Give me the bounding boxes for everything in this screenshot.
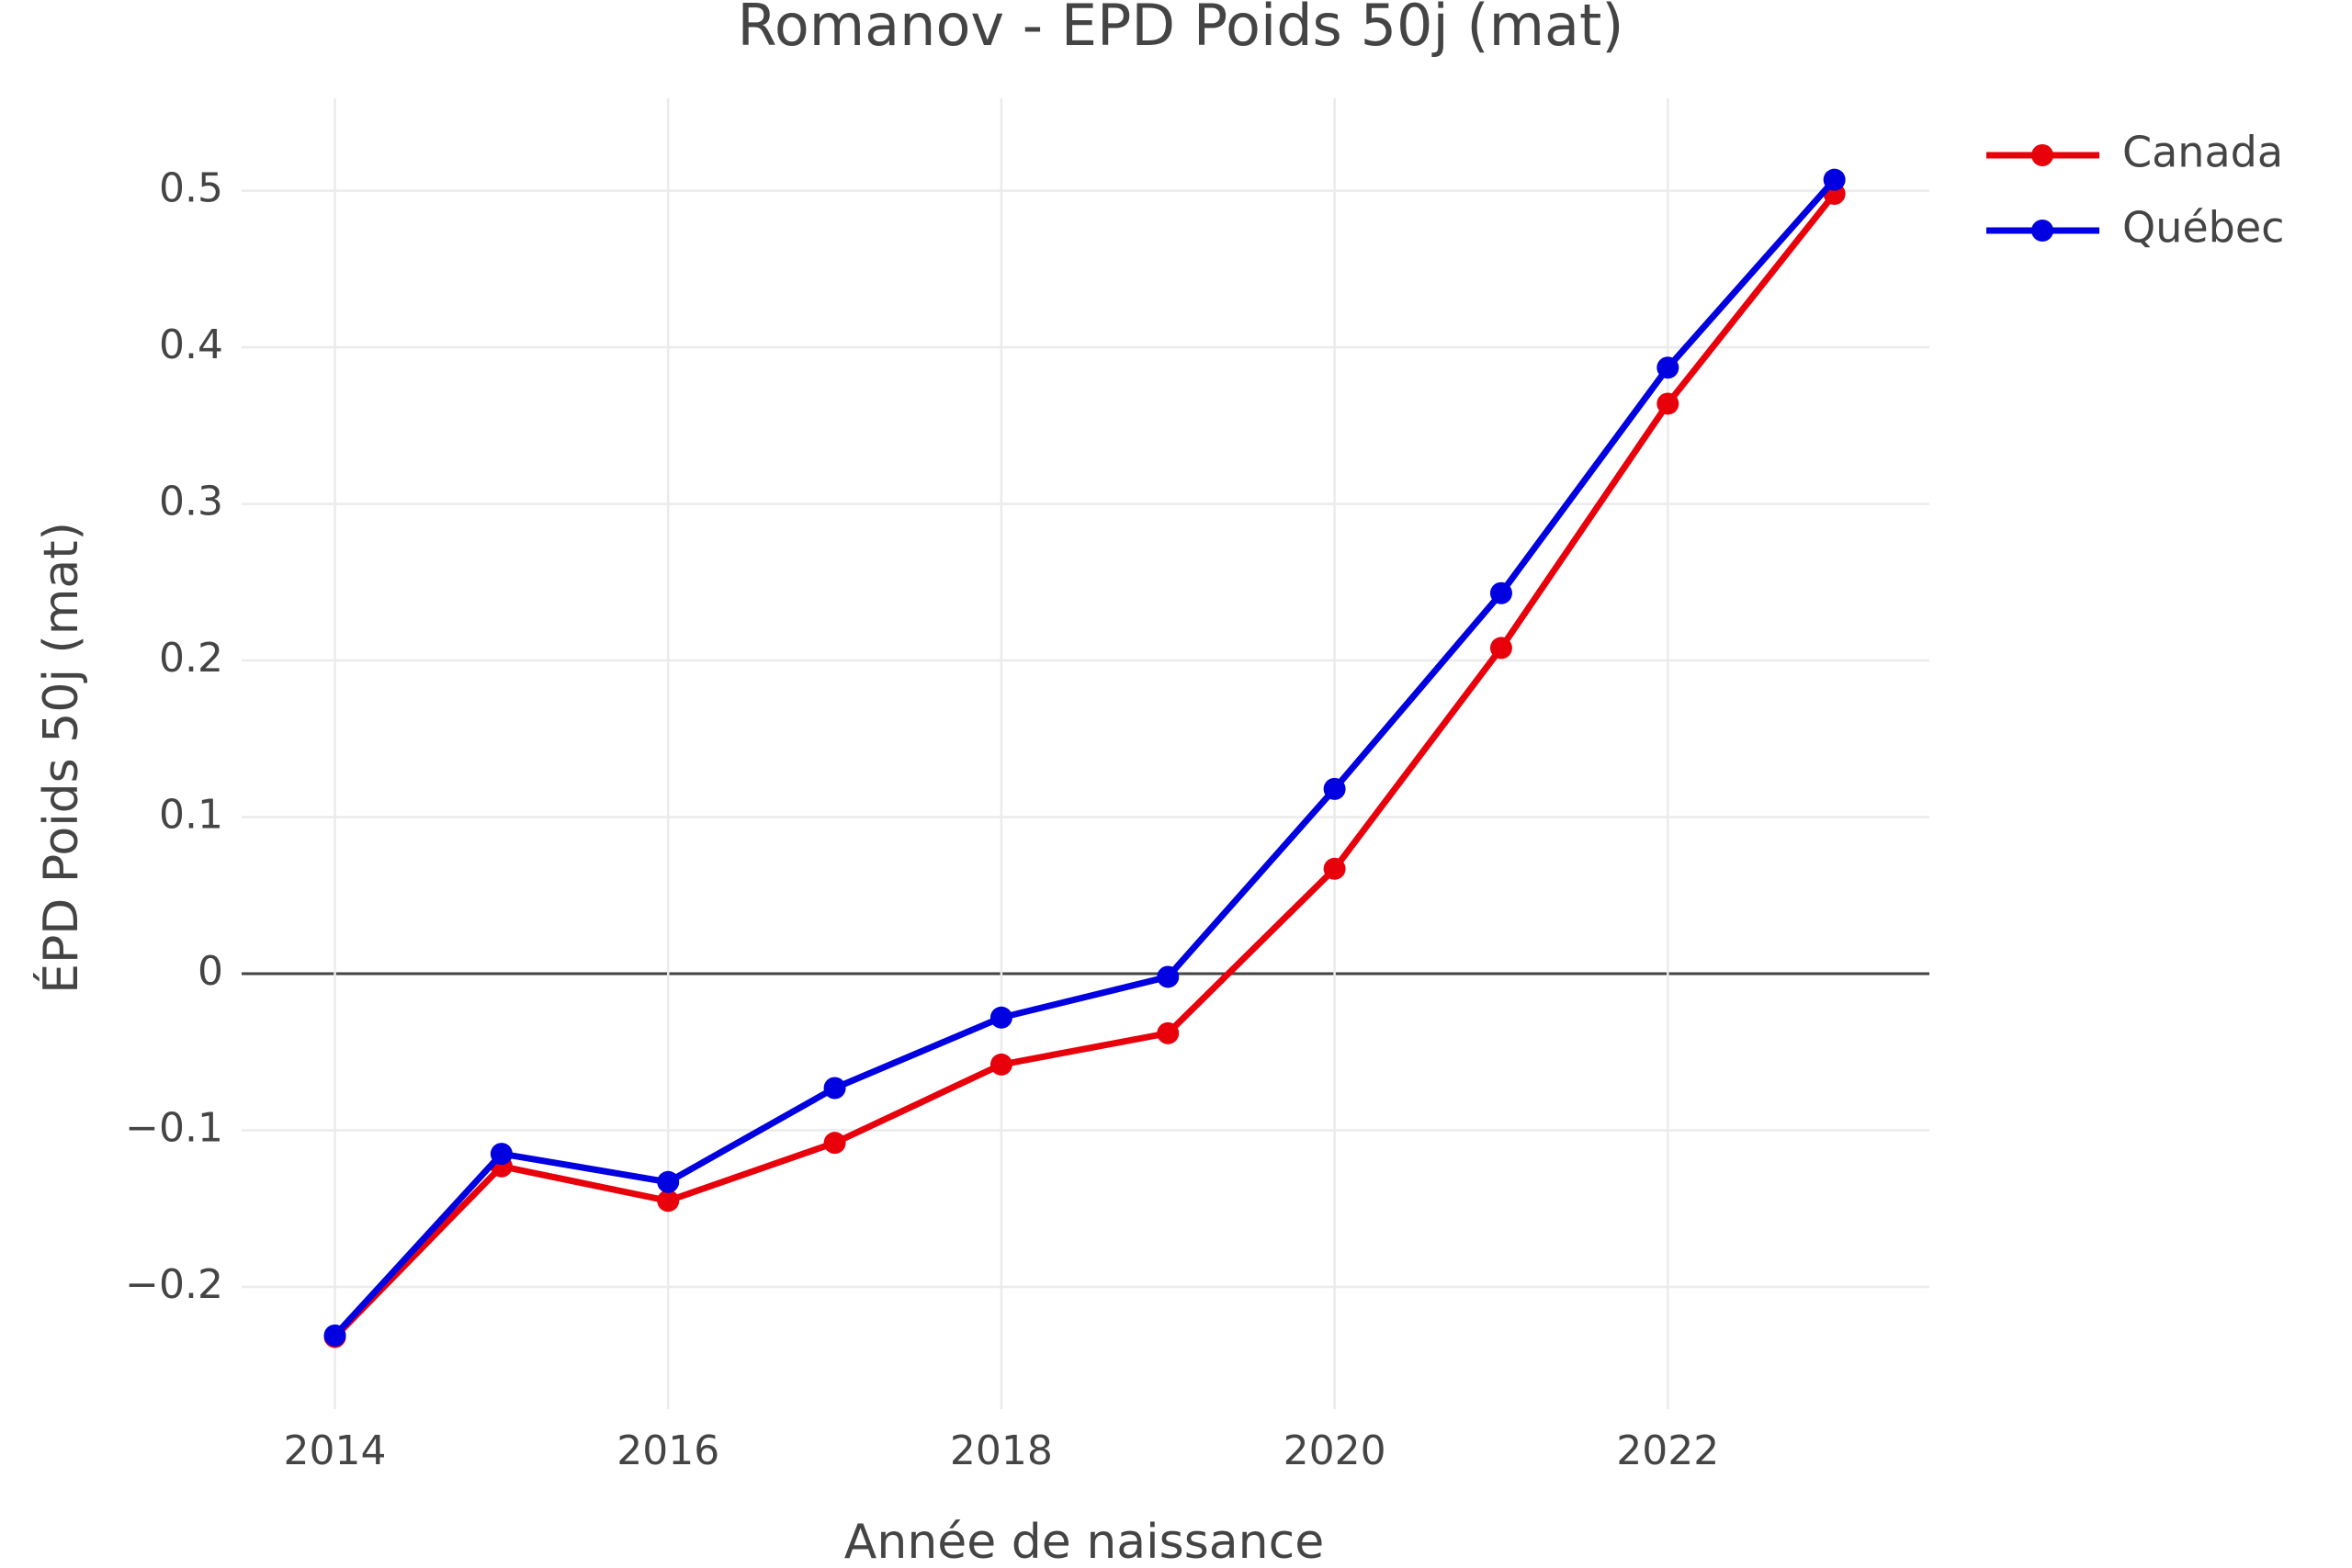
data-point	[1323, 857, 1346, 880]
y-tick-label: 0.5	[159, 165, 223, 212]
legend-marker	[2031, 220, 2053, 242]
data-point	[1323, 777, 1346, 800]
x-tick-label: 2014	[284, 1427, 387, 1474]
y-tick-label: 0.3	[159, 479, 223, 525]
data-point	[989, 1006, 1012, 1029]
y-tick-label: 0.1	[159, 792, 223, 839]
x-tick-label: 2022	[1616, 1427, 1719, 1474]
legend-label: Canada	[2122, 128, 2283, 177]
legend-marker	[2031, 144, 2053, 166]
x-tick-label: 2016	[616, 1427, 719, 1474]
y-axis-title: ÉPD Poids 50j (mat)	[33, 522, 89, 994]
x-axis-title: Année de naissance	[844, 1515, 1324, 1568]
data-point	[490, 1143, 513, 1166]
series-line	[332, 177, 1838, 1338]
chart-title: Romanov - ÉPD Poids 50j (mat)	[738, 0, 1624, 59]
x-tick-label: 2020	[1283, 1427, 1386, 1474]
data-point	[1489, 581, 1512, 604]
series-line	[333, 191, 1838, 1340]
y-tick-label: 0.4	[159, 321, 223, 368]
x-tick-label: 2018	[950, 1427, 1053, 1474]
y-tick-label: −0.2	[125, 1261, 223, 1308]
y-tick-label: 0	[198, 948, 223, 995]
data-point	[823, 1077, 846, 1100]
data-point	[1823, 168, 1846, 191]
data-point	[1657, 392, 1679, 415]
data-point	[657, 1190, 680, 1213]
data-point	[323, 1324, 346, 1347]
data-point	[823, 1132, 846, 1155]
data-point	[1157, 1021, 1180, 1044]
legend-label: Québec	[2122, 203, 2284, 253]
data-point	[989, 1053, 1012, 1076]
y-tick-label: 0.2	[159, 635, 223, 682]
data-point	[657, 1170, 680, 1193]
data-point	[1157, 965, 1180, 988]
data-point	[1657, 356, 1679, 379]
y-tick-label: −0.1	[125, 1105, 223, 1152]
data-point	[1489, 637, 1512, 660]
